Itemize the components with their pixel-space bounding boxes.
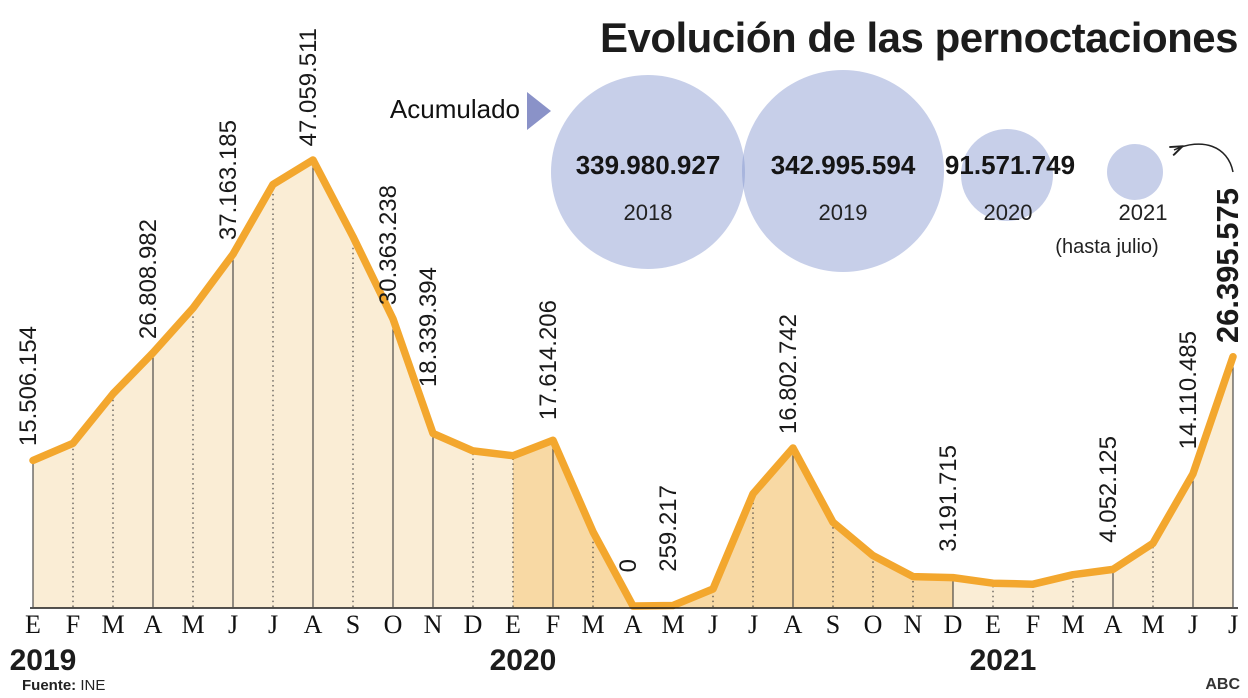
bubble-circle-2019 [742,70,944,272]
bubble-circle-2021 [1107,144,1163,200]
bubble-note-2021: (hasta julio) [1055,236,1159,258]
month-label: J [1227,610,1239,639]
data-label-3191715: 3.191.715 [935,444,962,552]
accumulated-bubbles [551,70,1163,272]
bubble-circle-2020 [961,129,1053,221]
month-label: A [783,610,803,639]
month-label: M [101,610,125,639]
credit-label: ABC [1205,676,1240,693]
month-label: M [1061,610,1085,639]
month-label: J [267,610,279,639]
month-label: A [143,610,163,639]
annotation-arrow-icon [1174,143,1234,173]
month-label: J [227,610,239,639]
month-label: A [1103,610,1123,639]
month-label: A [623,610,643,639]
bubble-value-2020: 91.571.749 [944,150,1076,180]
month-label: F [1025,610,1041,639]
data-label-47059511: 47.059.511 [295,27,322,146]
month-label: D [943,610,963,639]
source-value: INE [80,677,106,694]
month-label: J [747,610,759,639]
month-label: M [661,610,685,639]
year-label-2020: 2020 [489,644,557,677]
bubble-value-2018: 339.980.927 [575,150,721,180]
month-label: N [423,610,443,639]
data-label-17614206: 17.614.206 [535,300,562,421]
month-label: F [545,610,561,639]
bubble-value-2019: 342.995.594 [770,150,916,180]
bubble-year-2020: 2020 [983,200,1033,225]
month-label: E [985,610,1001,639]
chart-title: Evolución de las pernoctaciones [599,14,1239,61]
source-note: Fuente: INE [22,677,105,694]
month-label: J [707,610,719,639]
month-label: F [65,610,81,639]
area-fill-dark [513,440,953,608]
data-label-259217: 259.217 [655,484,682,572]
data-label-16802742: 16.802.742 [775,313,802,435]
month-label: E [505,610,521,639]
month-gridlines [32,162,1234,607]
data-label-18339394: 18.339.394 [415,267,442,388]
data-label-14110485: 14.110.485 [1175,331,1202,450]
month-label: A [303,610,323,639]
month-label: M [1141,610,1165,639]
month-label: J [1187,610,1199,639]
data-label-30363238: 30.363.238 [375,184,402,305]
data-label-4052125: 4.052.125 [1095,435,1122,543]
data-label-0: 0 [615,558,642,572]
month-label: M [581,610,605,639]
year-label-2021: 2021 [969,644,1037,677]
data-label-37163185: 37.163.185 [215,120,242,241]
month-label: O [383,610,403,639]
data-label-26808982: 26.808.982 [135,218,162,339]
accumulated-label: Acumulado [389,94,520,124]
accumulated-pointer-icon [527,92,551,130]
data-label-26395575: 26.395.575 [1210,187,1245,343]
bubble-year-2019: 2019 [818,200,868,225]
source-label: Fuente: [22,677,77,694]
bubble-year-2018: 2018 [623,200,673,225]
month-label: E [25,610,41,639]
bubble-year-2021: 2021 [1118,200,1168,225]
area-fill-light [953,356,1233,608]
month-label: D [463,610,483,639]
year-label-2019: 2019 [9,644,77,677]
month-label: N [903,610,923,639]
data-label-15506154: 15.506.154 [15,326,42,447]
month-label: S [825,610,841,639]
bubble-circle-2018 [551,75,745,269]
trend-line [29,156,1237,610]
month-label: S [345,610,361,639]
month-label: M [181,610,205,639]
month-label: O [863,610,883,639]
